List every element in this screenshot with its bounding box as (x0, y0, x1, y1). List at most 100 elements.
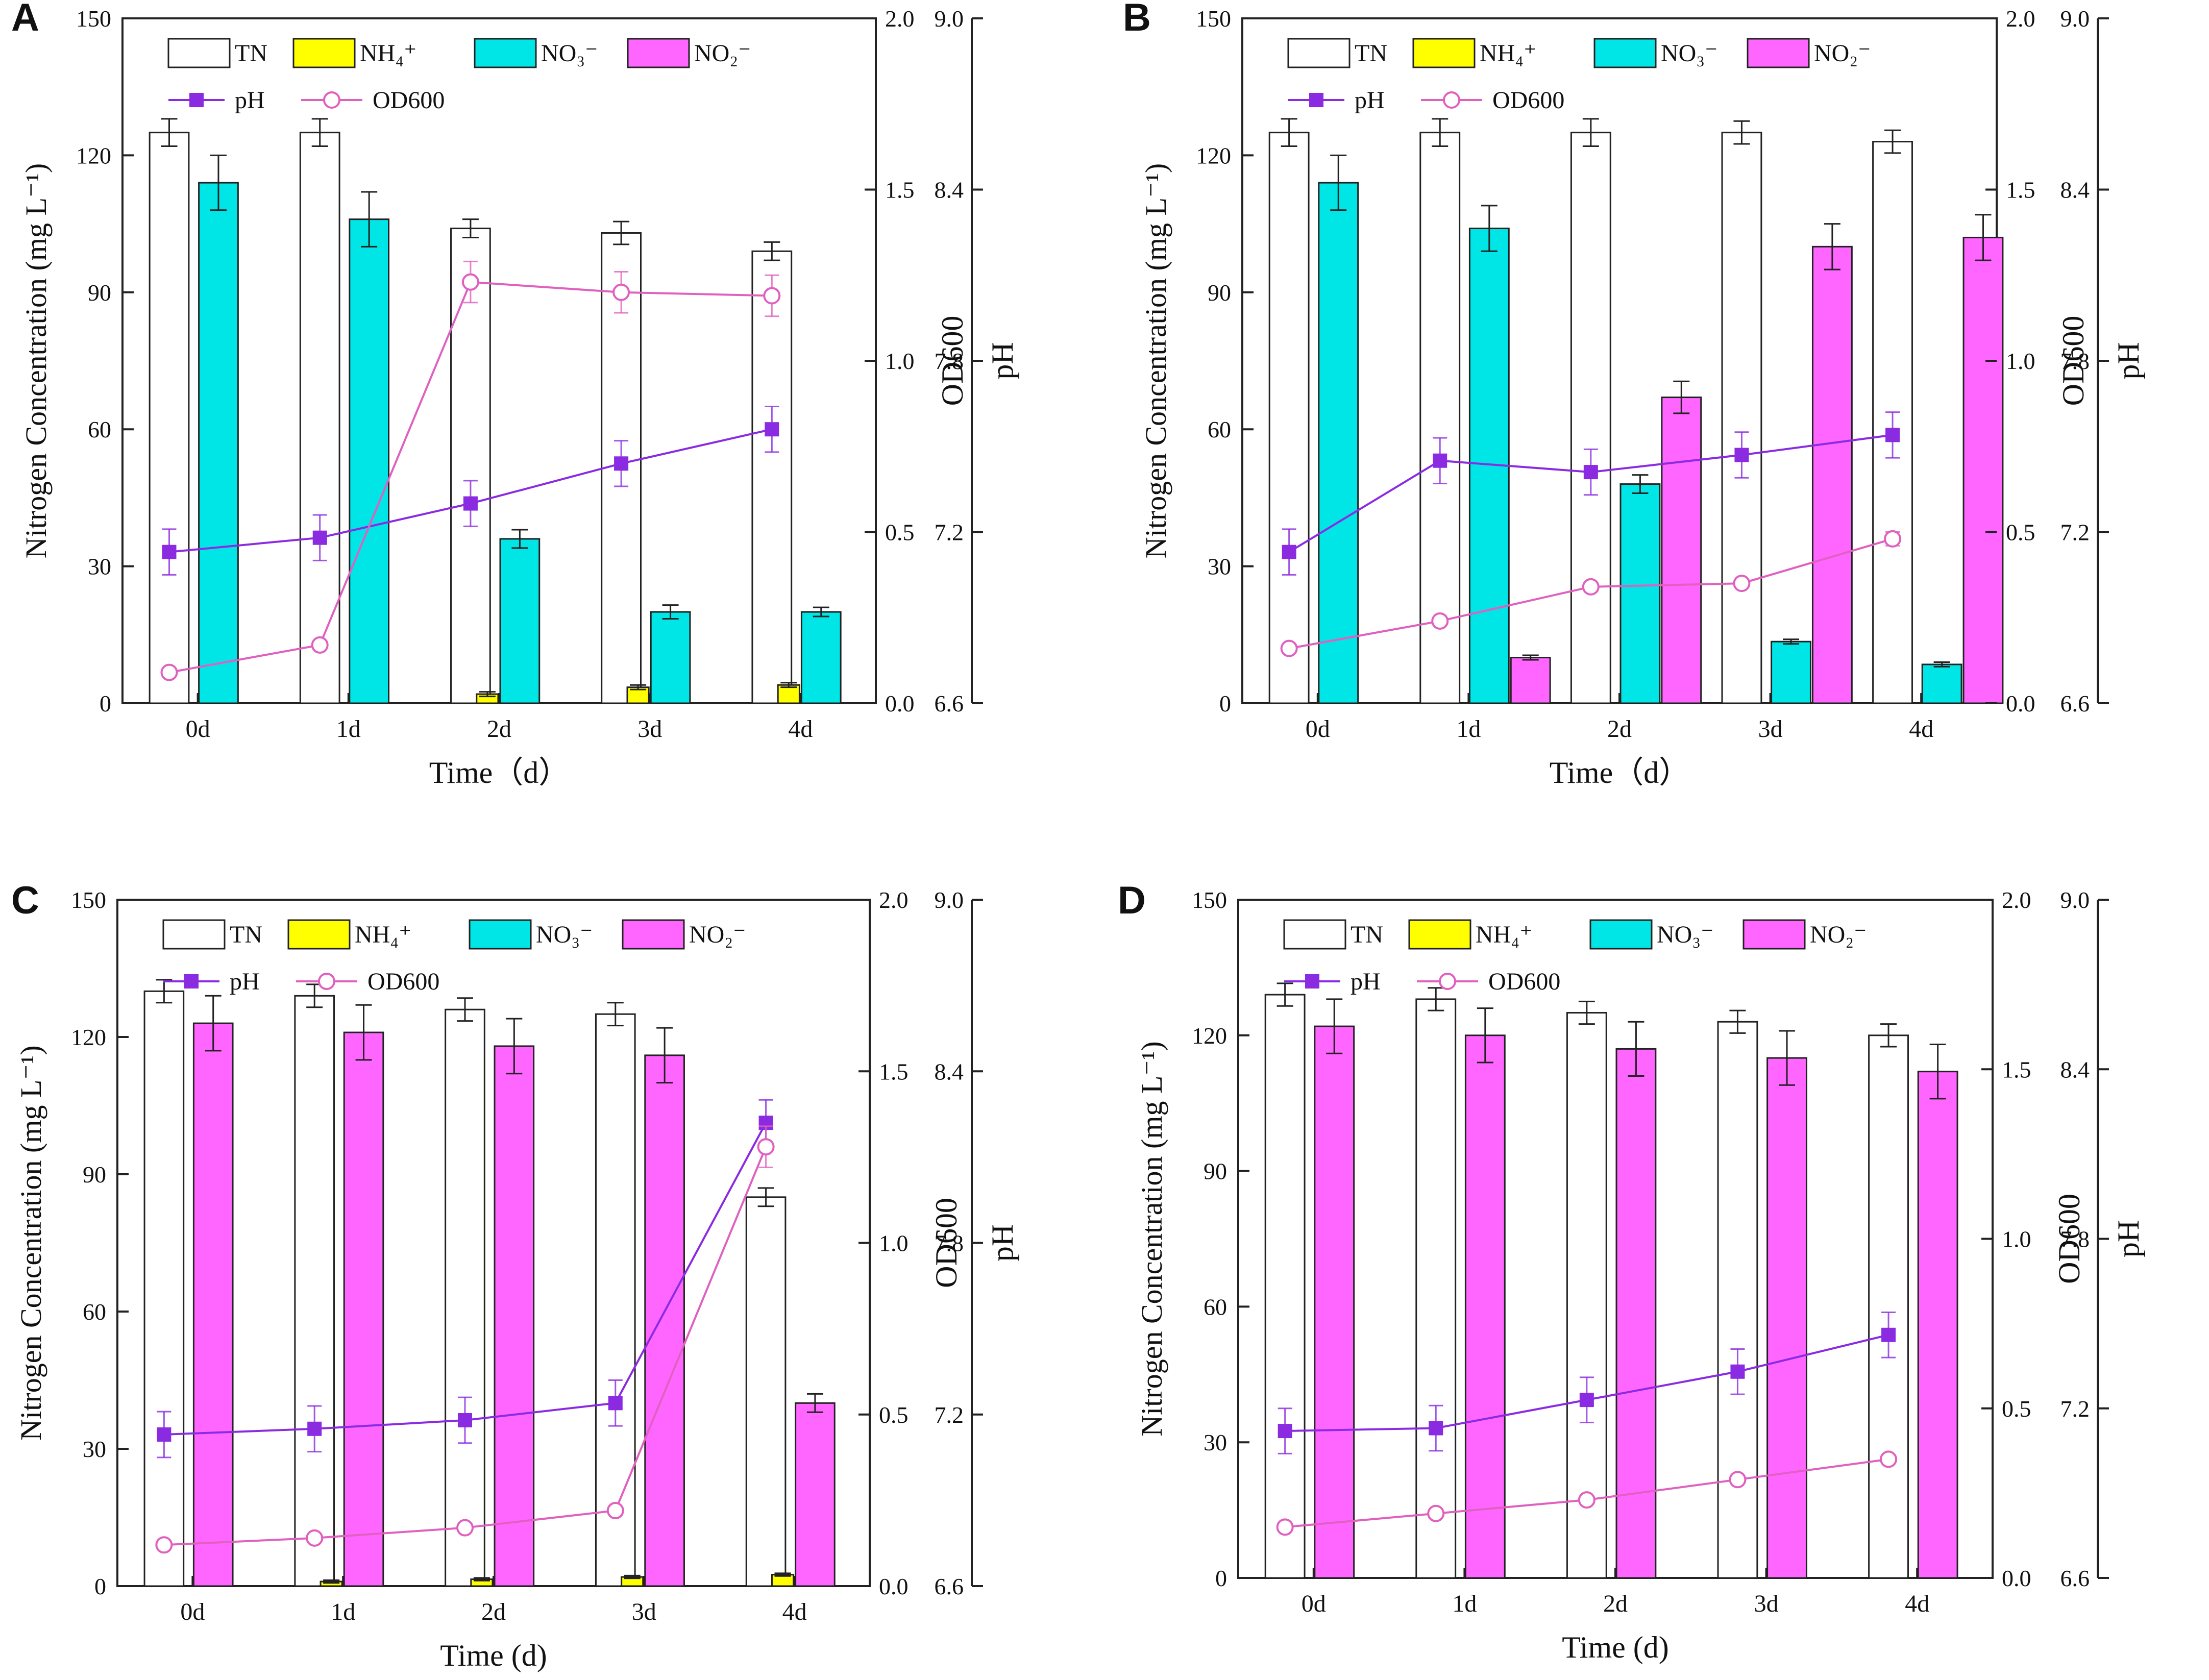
y-axis-title: Nitrogen Concentration (mg L⁻¹) (1135, 1041, 1168, 1436)
y-tick-label: 120 (71, 1024, 106, 1050)
x-tick-label: 1d (331, 1598, 355, 1625)
panel-label: D (1118, 879, 1146, 922)
y-tick-label: 150 (1192, 887, 1227, 913)
legend-label-ph: pH (1355, 87, 1385, 114)
legend-label-od: OD600 (1488, 968, 1560, 995)
bar-no3 (349, 218, 390, 704)
y-tick-label: 90 (83, 1162, 106, 1188)
bar-tn (143, 990, 185, 1587)
od-marker (160, 663, 178, 681)
legend-marker-ph (184, 974, 199, 989)
bar-no2 (192, 1022, 234, 1587)
ph-marker (312, 530, 327, 545)
legend-label-nh4: NH₄⁺ (1476, 921, 1532, 948)
legend-marker-od (323, 91, 340, 109)
x-tick-label: 0d (186, 715, 210, 743)
legend-swatch-no3 (1589, 919, 1653, 950)
bar-tn (1570, 132, 1611, 704)
ph-marker (1885, 428, 1900, 442)
bar-no2 (1811, 245, 1853, 704)
bar-no2 (1615, 1048, 1657, 1579)
legend-swatch-nh4 (1408, 919, 1471, 950)
ph-marker (157, 1427, 171, 1442)
chart-panel-d: D 0 30 60 90 120 150 0.0 0.5 1.0 1.5 2.0 6.6 7.2 7.8 8.… (1118, 879, 2145, 1664)
y-tick-label: 120 (1192, 1023, 1227, 1049)
ph-marker (1429, 1421, 1443, 1436)
y-tick-label: 150 (76, 6, 111, 32)
od-marker (763, 287, 781, 305)
y-tick-label: 150 (71, 887, 106, 913)
ph-marker (1579, 1393, 1594, 1407)
od-marker (1880, 1450, 1898, 1468)
legend-label-no2: NO₂⁻ (1814, 40, 1871, 67)
bar-no3 (1921, 663, 1962, 704)
y-tick-label: 30 (1204, 1429, 1227, 1455)
bar-no3 (499, 538, 541, 704)
legend-label-ph: pH (1351, 968, 1381, 995)
legend-marker-ph (1309, 93, 1323, 107)
x-tick-label: 3d (1758, 715, 1783, 743)
y2-tick-label: 1.0 (2006, 348, 2035, 374)
bar-tn (1872, 141, 1913, 704)
bar-no2 (1464, 1034, 1506, 1579)
y2-tick-label: 1.5 (2006, 177, 2035, 203)
od-marker (606, 1502, 624, 1520)
bar-tn (1264, 994, 1306, 1579)
od-marker (1729, 1471, 1747, 1489)
bar-tn (1419, 132, 1461, 704)
y3-tick-label: 6.6 (2060, 1565, 2090, 1591)
bar-tn (1415, 998, 1457, 1579)
x-tick-label: 2d (481, 1598, 506, 1625)
y-tick-label: 60 (1208, 416, 1231, 442)
legend-label-od: OD600 (1492, 87, 1564, 114)
y3-tick-label: 9.0 (2060, 6, 2090, 32)
y-tick-label: 30 (83, 1436, 106, 1462)
chart-panel-b: B 0 30 60 90 120 150 0.0 0.5 1.0 1.5 2.0 6.6 7.2 7.8 8.… (1123, 0, 2145, 789)
bar-no3 (1619, 483, 1661, 704)
y-tick-label: 30 (88, 554, 111, 580)
y2-axis-title: OD600 (2056, 316, 2090, 406)
y3-tick-label: 9.0 (935, 6, 964, 32)
y3-axis-title: pH (2112, 342, 2145, 379)
x-tick-label: 4d (782, 1598, 807, 1625)
x-tick-label: 3d (1754, 1590, 1779, 1617)
legend-marker-ph (189, 93, 204, 107)
bar-no3 (1771, 640, 1811, 704)
x-tick-label: 3d (632, 1598, 656, 1625)
od-marker (306, 1529, 324, 1547)
bar-tn (1721, 132, 1762, 704)
legend-swatch-nh4 (1412, 38, 1476, 68)
legend-label-ph: pH (230, 968, 260, 995)
y3-tick-label: 9.0 (935, 887, 964, 913)
ph-marker (1433, 453, 1447, 468)
x-tick-label: 0d (1302, 1590, 1326, 1617)
y3-tick-label: 9.0 (2060, 887, 2090, 913)
ph-marker (1881, 1327, 1896, 1342)
legend-label-no3: NO₃⁻ (1657, 921, 1713, 948)
chart-panel-c: C 0 30 60 90 120 150 0.0 0.5 1.0 1.5 2.0 6.6 7.2 7.8 8.… (11, 879, 1019, 1672)
bar-no2 (644, 1054, 685, 1587)
y2-tick-label: 1.5 (879, 1058, 909, 1084)
y-tick-label: 120 (1196, 142, 1231, 168)
legend-label-nh4: NH₄⁺ (355, 921, 411, 948)
legend-swatch-tn (167, 38, 231, 68)
legend-label-od: OD600 (373, 87, 445, 114)
bar-no2 (1510, 657, 1551, 704)
ph-marker (608, 1396, 623, 1411)
bar-no2 (1962, 236, 2004, 704)
y2-tick-label: 0.5 (2002, 1396, 2031, 1422)
bar-tn (1868, 1034, 1909, 1579)
y2-tick-label: 0.0 (885, 690, 915, 717)
y-tick-label: 0 (1219, 690, 1231, 717)
y2-axis-title: OD600 (936, 316, 969, 406)
legend-label-tn: TN (1355, 40, 1387, 67)
od-marker (1431, 612, 1449, 630)
y3-tick-label: 7.8 (935, 348, 964, 374)
x-tick-label: 0d (180, 1598, 205, 1625)
legend-label-no3: NO₃⁻ (536, 921, 593, 948)
legend-label-no3: NO₃⁻ (541, 40, 598, 67)
bar-tn (1268, 132, 1310, 704)
bar-tn (149, 132, 190, 704)
y-tick-label: 60 (1204, 1294, 1227, 1320)
bar-tn (445, 1008, 485, 1587)
